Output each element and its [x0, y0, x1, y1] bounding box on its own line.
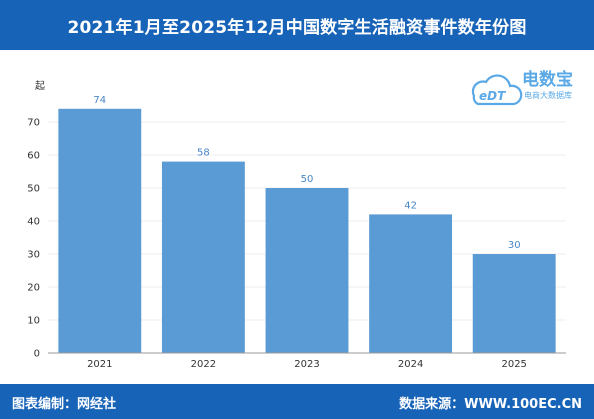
logo-tagline: 电商大数据库 [524, 90, 572, 100]
footer-credit: 图表编制：网经社 [12, 397, 117, 412]
bar [265, 188, 349, 353]
x-tick-label: 2024 [398, 359, 423, 370]
y-tick-label: 40 [27, 217, 40, 228]
x-tick-label: 2023 [294, 359, 319, 370]
bar-chart: eDT 电数宝 电商大数据库 起 0 10 20 30 40 50 60 70 74 58 50 4… [27, 69, 573, 370]
x-tick-label: 2021 [87, 359, 112, 370]
y-tick-label: 70 [27, 118, 40, 129]
bar [369, 214, 453, 353]
bar [58, 108, 142, 353]
header-bar: 2021年1月至2025年12月中国数字生活融资事件数年份图 [0, 0, 594, 50]
data-label: 58 [197, 148, 210, 159]
y-tick-label: 30 [27, 250, 40, 261]
y-tick-label: 10 [27, 316, 40, 327]
x-tick-label: 2022 [191, 359, 216, 370]
y-tick-label: 0 [34, 349, 40, 360]
footer-bar: 图表编制：网经社 数据来源：WWW.100EC.CN [0, 384, 594, 419]
y-tick-label: 60 [27, 151, 40, 162]
logo-brand: 电数宝 [522, 69, 573, 90]
y-tick-label: 50 [27, 184, 40, 195]
logo: eDT 电数宝 电商大数据库 [471, 69, 573, 106]
y-tick-label: 20 [27, 283, 40, 294]
data-label: 30 [508, 240, 521, 251]
bar [161, 161, 245, 353]
svg-text:eDT: eDT [479, 89, 506, 103]
page-title: 2021年1月至2025年12月中国数字生活融资事件数年份图 [67, 17, 527, 38]
footer-source: 数据来源：WWW.100EC.CN [399, 397, 582, 412]
x-tick-label: 2025 [501, 359, 526, 370]
data-label: 50 [301, 174, 314, 185]
y-axis-unit: 起 [35, 80, 45, 92]
cloud-edt-logo-icon: eDT [471, 74, 523, 106]
bar [472, 254, 556, 353]
data-label: 74 [93, 95, 106, 106]
data-label: 42 [404, 200, 417, 211]
chart-card: eDT 电数宝 电商大数据库 起 0 10 20 30 40 50 60 70 74 58 50 4… [6, 52, 588, 380]
